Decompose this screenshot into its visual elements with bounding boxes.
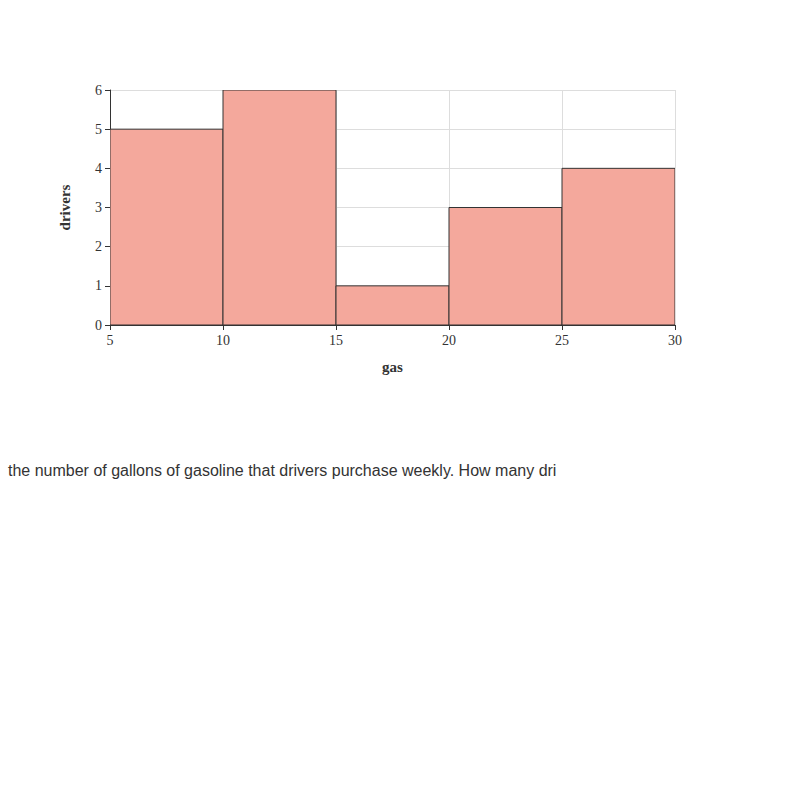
svg-text:4: 4 xyxy=(95,161,102,176)
svg-text:5: 5 xyxy=(95,122,102,137)
svg-text:15: 15 xyxy=(329,333,343,348)
svg-text:25: 25 xyxy=(555,333,569,348)
svg-text:2: 2 xyxy=(95,239,102,254)
svg-text:3: 3 xyxy=(95,200,102,215)
svg-text:gas: gas xyxy=(382,359,403,375)
svg-text:10: 10 xyxy=(216,333,230,348)
svg-text:5: 5 xyxy=(107,333,114,348)
svg-text:30: 30 xyxy=(668,333,682,348)
svg-text:6: 6 xyxy=(95,83,102,98)
svg-text:drivers: drivers xyxy=(57,184,73,230)
svg-text:20: 20 xyxy=(442,333,456,348)
svg-text:1: 1 xyxy=(95,278,102,293)
svg-text:0: 0 xyxy=(95,318,102,333)
svg-text:the number of gallons of gasol: the number of gallons of gasoline that d… xyxy=(8,462,556,479)
